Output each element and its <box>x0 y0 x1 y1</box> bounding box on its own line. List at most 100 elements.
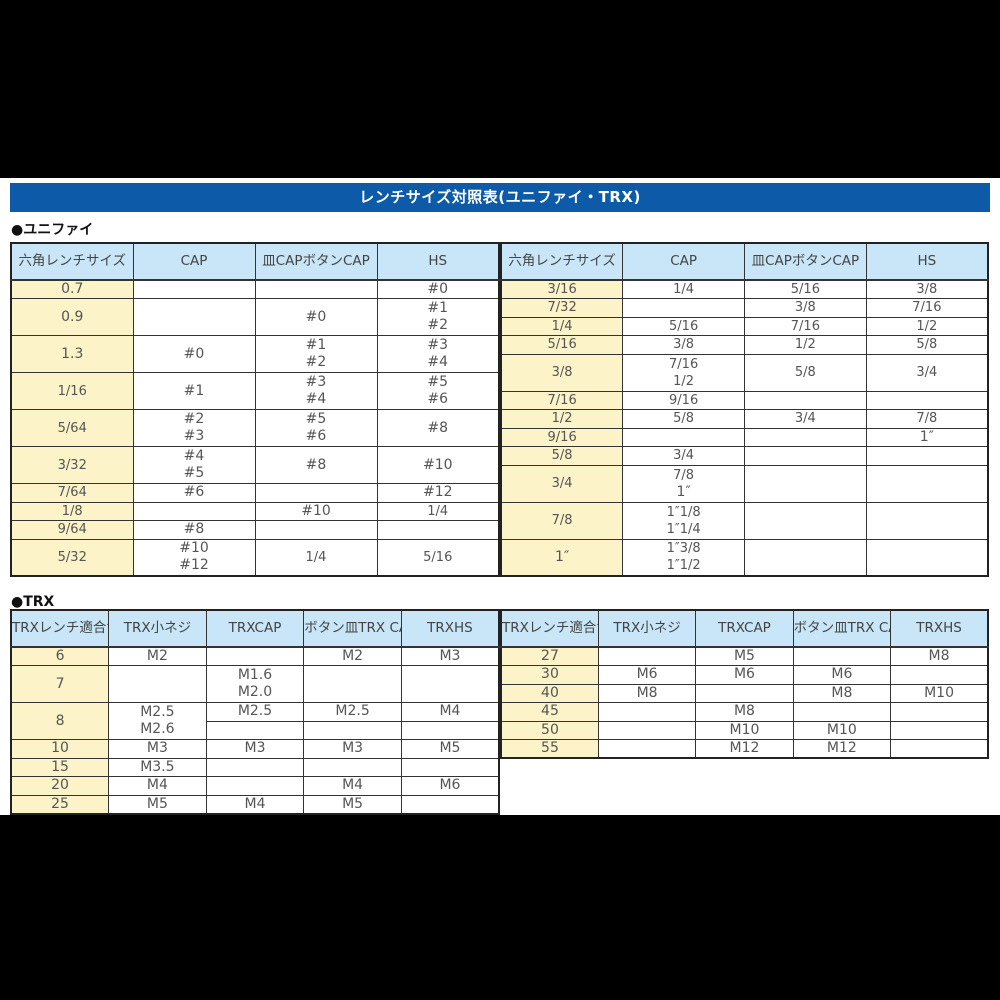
size-cell: 1″ <box>500 538 624 577</box>
header-line: TRX <box>916 620 944 636</box>
value-cell <box>376 520 500 540</box>
cell-line: #4 <box>183 448 205 464</box>
cell-line: M10 <box>826 721 857 738</box>
header-row: 六角レンチサイズ CAP 皿CAPボタンCAP HS <box>10 242 500 281</box>
cell-line: 5/8 <box>794 365 816 380</box>
value-cell <box>744 390 867 410</box>
cell-line: 3/4 <box>794 411 816 427</box>
size-value: 8 <box>55 712 65 729</box>
value-cell: M6 <box>597 665 697 685</box>
size-value: 1/16 <box>57 383 87 399</box>
header-row: TRXレンチ適合サイズTRX小ネジTRXCAPボタン皿TRX CAPTRXHS <box>10 609 500 648</box>
column-header: TRX小ネジ <box>108 609 207 648</box>
table-row: 3/4 7/8 1″ <box>500 464 989 503</box>
cell-line: #3 <box>427 337 449 353</box>
cell-line: 3/4 <box>916 365 938 380</box>
size-cell: 0.7 <box>10 279 134 299</box>
value-cell: M1.6 M2.0 <box>205 665 305 703</box>
cell-line: #0 <box>427 281 449 297</box>
size-value: 9/16 <box>547 429 577 445</box>
value-cell: M4 <box>205 794 305 814</box>
value-cell <box>597 646 697 666</box>
size-cell: 25 <box>10 794 110 814</box>
cell-line: #1 <box>305 337 327 353</box>
value-cell <box>890 665 989 685</box>
header-row: TRXレンチ適合サイズTRX小ネジTRXCAPボタン皿TRX CAPTRXHS <box>500 609 989 648</box>
value-cell: 3/4 <box>865 353 989 392</box>
value-cell: M10 <box>792 720 892 740</box>
table-row: 25 M5 M4 M5 <box>10 794 500 814</box>
value-cell <box>303 757 402 777</box>
size-value: 5/64 <box>57 420 87 436</box>
header-line: 六角レンチ <box>18 253 86 269</box>
value-cell <box>597 739 697 759</box>
size-value: 7 <box>55 675 65 692</box>
table-row: 20 M4 M4 M6 <box>10 776 500 796</box>
cell-line: M4 <box>244 795 266 812</box>
value-cell: #1 <box>132 372 256 410</box>
size-value: 30 <box>541 666 559 683</box>
header-line: HS <box>428 253 448 269</box>
value-cell: 1/4 <box>622 279 745 299</box>
value-cell: #8 <box>132 520 256 540</box>
table-row: 40 M8 M8 M10 <box>500 683 989 703</box>
value-cell: 5/16 <box>622 316 745 336</box>
cell-line: #2 <box>427 317 449 333</box>
unified-table-left: 六角レンチサイズ CAP 皿CAPボタンCAP HS 0.7 #0 0.9 #0 #1 #2 1.3… <box>10 242 500 577</box>
value-cell: M3 <box>108 739 207 759</box>
cell-line: M10 <box>729 721 760 738</box>
value-cell: M3 <box>303 739 402 759</box>
value-cell <box>695 683 794 703</box>
size-cell: 45 <box>500 702 599 722</box>
value-cell <box>890 739 989 759</box>
value-cell <box>744 501 867 540</box>
value-cell <box>792 702 892 722</box>
size-value: 0.9 <box>61 308 84 325</box>
value-cell: M5 <box>695 646 794 666</box>
size-value: 5/16 <box>547 337 577 353</box>
size-value: 7/32 <box>547 300 577 316</box>
header-line: 六角レンチ <box>508 253 576 269</box>
size-cell: 10 <box>10 739 110 759</box>
cell-line: 7/8 <box>916 411 938 427</box>
size-cell: 7/8 <box>500 501 624 540</box>
value-cell <box>865 464 989 503</box>
size-value: 40 <box>541 684 559 701</box>
size-cell: 3/8 <box>500 353 624 392</box>
size-value: 15 <box>51 758 69 775</box>
value-cell: #0 <box>376 279 500 299</box>
cell-line: #4 <box>305 391 327 407</box>
cell-line: M8 <box>928 648 950 664</box>
header-line: 適合サイズ <box>79 620 107 636</box>
value-cell <box>254 520 378 540</box>
header-line: 適合サイズ <box>569 620 597 636</box>
header-line: HS <box>943 620 962 636</box>
value-cell <box>303 665 402 703</box>
size-value: 1/4 <box>551 318 573 334</box>
value-cell <box>254 279 378 299</box>
header-line: HS <box>917 253 937 269</box>
cell-line: M6 <box>831 666 853 683</box>
value-cell <box>108 665 207 703</box>
size-cell: 20 <box>10 776 110 796</box>
table-row: 1/4 5/16 7/16 1/2 <box>500 316 989 336</box>
value-cell: M2.5 M2.6 <box>108 702 207 740</box>
table-row: 3/16 1/4 5/16 3/8 <box>500 279 989 299</box>
size-value: 3/8 <box>551 365 573 380</box>
size-cell: 9/16 <box>500 427 624 447</box>
header-line: TRX CAP <box>847 620 890 636</box>
cell-line: #8 <box>183 521 205 538</box>
table-row: 1/16 #1 #3 #4 #5 #6 <box>10 372 500 410</box>
section-heading-unified: ●ユニファイ <box>11 222 94 238</box>
value-cell: #4 #5 <box>132 446 256 484</box>
table-row: 45 M8 <box>500 702 989 722</box>
column-header: ボタン皿TRX CAP <box>792 609 892 648</box>
cell-line: 5/8 <box>916 337 938 353</box>
header-line: TRXレンチ <box>12 620 80 636</box>
size-cell: 5/64 <box>10 409 134 447</box>
value-cell: M2.5 <box>205 702 305 722</box>
value-cell <box>597 702 697 722</box>
cell-line: 1/4 <box>673 282 695 297</box>
value-cell: 1″3/8 1″1/2 <box>622 538 745 577</box>
cell-line: M3 <box>244 740 266 757</box>
